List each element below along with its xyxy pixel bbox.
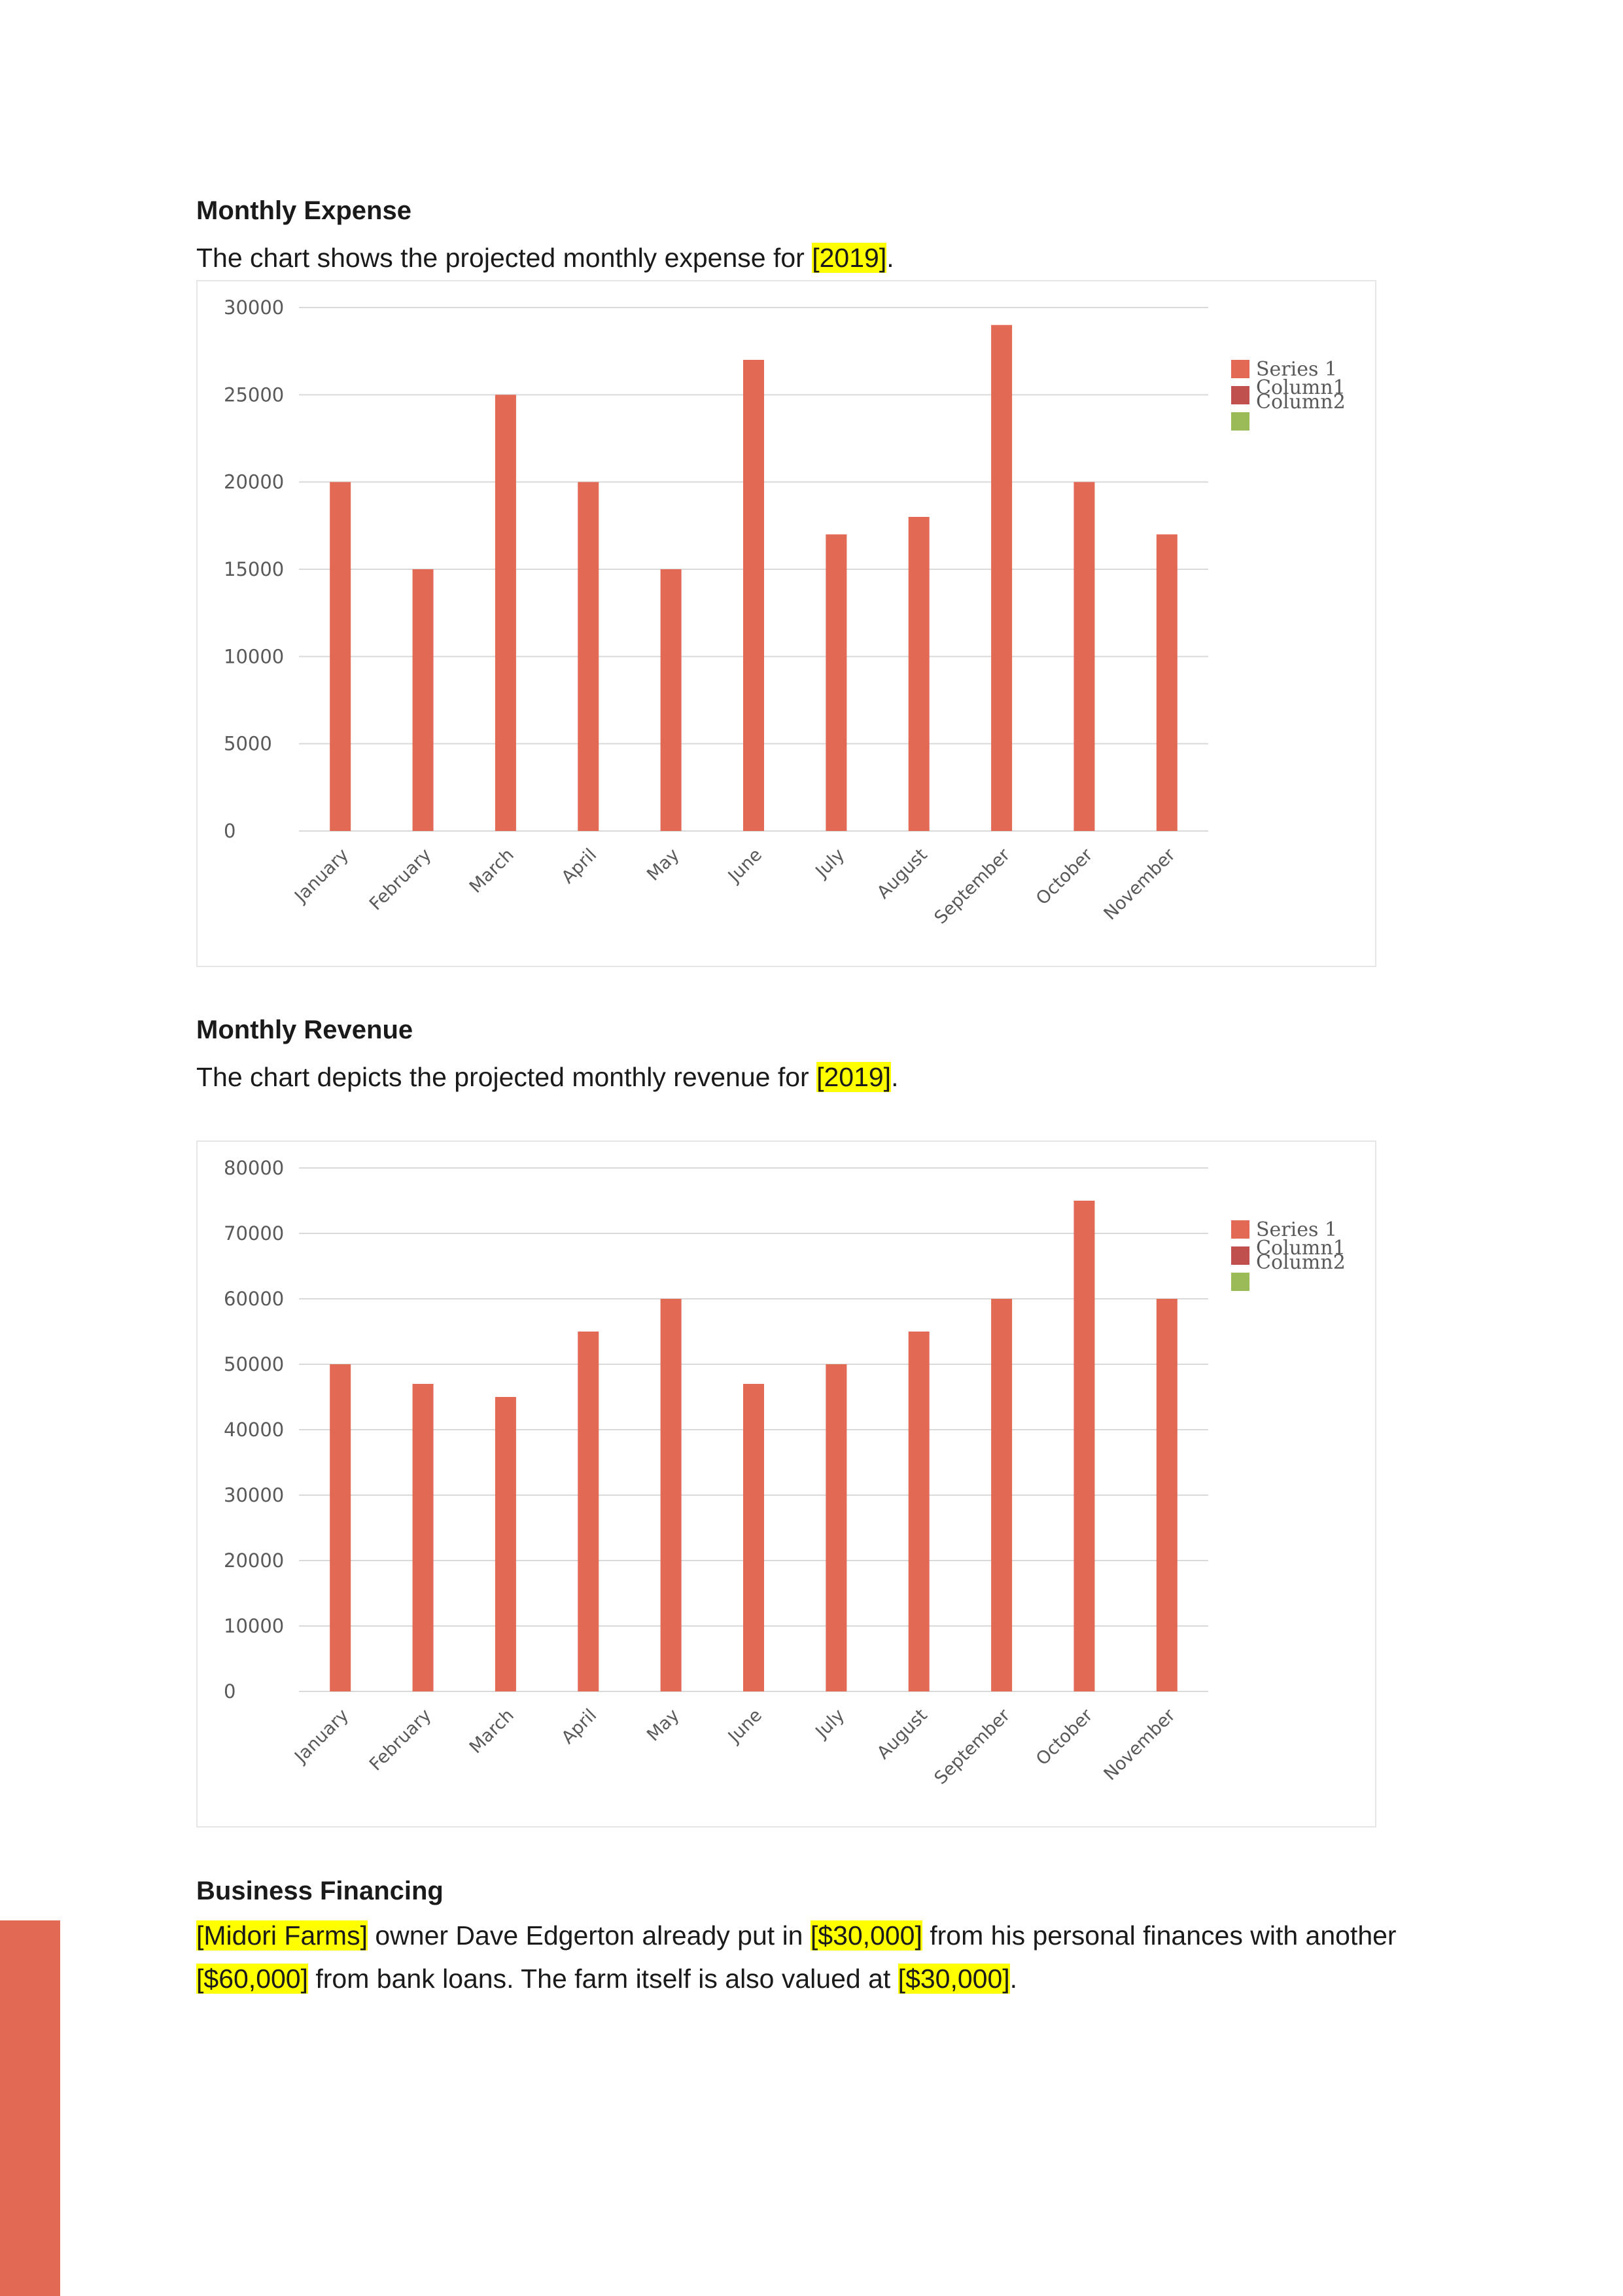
revenue-text-end: . <box>891 1062 899 1092</box>
y-tick-label: 10000 <box>224 1615 284 1637</box>
expense-text: The chart shows the projected monthly ex… <box>196 243 812 273</box>
company-name-highlight: [Midori Farms] <box>196 1920 368 1951</box>
x-tick-label: February <box>366 1705 436 1775</box>
x-tick-label: January <box>290 1705 353 1768</box>
expense-chart-svg: 0 5000 10000 15000 20000 25000 30000 January Feb… <box>224 296 1346 928</box>
bar-april <box>578 1332 599 1691</box>
financing-text: . <box>1009 1964 1018 1994</box>
y-tick-label: 10000 <box>224 645 284 667</box>
revenue-year-highlight: [2019] <box>816 1062 892 1092</box>
x-tick-label: April <box>558 1705 601 1748</box>
x-tick-label: May <box>643 845 683 885</box>
x-tick-label: October <box>1032 844 1097 909</box>
revenue-chart: 0 10000 20000 30000 40000 50000 60000 70000 8000… <box>196 1140 1376 1828</box>
bar-january <box>330 482 351 831</box>
x-tick-label: August <box>873 1705 932 1763</box>
revenue-description: The chart depicts the projected monthly … <box>196 1056 898 1098</box>
bar-february <box>412 569 434 831</box>
bar-may <box>660 1299 682 1691</box>
financing-heading: Business Financing <box>196 1877 444 1905</box>
x-tick-label: March <box>466 845 518 897</box>
personal-investment-highlight: [$30,000] <box>810 1920 922 1951</box>
y-tick-label: 70000 <box>224 1222 284 1245</box>
bar-november <box>1156 534 1178 831</box>
bar-july <box>826 1364 847 1691</box>
expense-heading: Monthly Expense <box>196 196 411 225</box>
y-tick-label: 50000 <box>224 1353 284 1375</box>
x-tick-label: January <box>290 845 353 908</box>
bank-loan-highlight: [$60,000] <box>196 1964 308 1994</box>
y-tick-label: 20000 <box>224 1549 284 1572</box>
y-tick-label: 0 <box>224 1680 236 1703</box>
bar-march <box>495 395 516 831</box>
expense-text-end: . <box>886 243 894 273</box>
legend-label: Column1 <box>1256 1237 1346 1260</box>
legend-label: Column1 <box>1256 376 1346 399</box>
y-tick-label: 5000 <box>224 733 272 755</box>
y-tick-label: 80000 <box>224 1157 284 1179</box>
x-tick-label: March <box>466 1705 518 1757</box>
bar-october <box>1073 482 1095 831</box>
y-tick-label: 40000 <box>224 1419 284 1441</box>
legend-swatch <box>1231 1246 1249 1265</box>
bar-june <box>743 360 764 831</box>
financing-text: owner Dave Edgerton already put in <box>367 1920 811 1951</box>
x-tick-label: October <box>1032 1704 1097 1769</box>
expense-description: The chart shows the projected monthly ex… <box>196 237 894 279</box>
legend-swatch <box>1231 1220 1249 1239</box>
x-tick-label: November <box>1100 844 1180 924</box>
financing-text: from bank loans. The farm itself is also… <box>308 1964 898 1994</box>
bar-august <box>908 517 930 831</box>
bar-september <box>991 325 1013 832</box>
x-tick-label: June <box>724 1705 766 1748</box>
bar-june <box>743 1384 764 1691</box>
financing-line-1: [Midori Farms] owner Dave Edgerton alrea… <box>196 1915 1397 1956</box>
y-tick-label: 0 <box>224 820 236 842</box>
bar-november <box>1156 1299 1178 1691</box>
revenue-heading: Monthly Revenue <box>196 1016 413 1044</box>
bar-march <box>495 1397 516 1691</box>
legend-swatch <box>1231 360 1249 378</box>
bar-july <box>826 534 847 831</box>
x-tick-label: November <box>1100 1704 1180 1784</box>
financing-text: from his personal finances with another <box>922 1920 1397 1951</box>
legend-swatch <box>1231 386 1249 404</box>
bar-april <box>578 482 599 831</box>
expense-year-highlight: [2019] <box>812 243 887 273</box>
y-tick-label: 20000 <box>224 471 284 493</box>
farm-value-highlight: [$30,000] <box>898 1964 1010 1994</box>
expense-chart: 0 5000 10000 15000 20000 25000 30000 January Feb… <box>196 280 1376 967</box>
x-tick-label: August <box>873 845 932 903</box>
x-tick-label: June <box>724 845 766 887</box>
legend-label: Series 1 <box>1256 358 1337 381</box>
legend-label: Column2 <box>1256 1251 1346 1274</box>
bar-august <box>908 1332 930 1691</box>
y-tick-label: 30000 <box>224 296 284 319</box>
bar-october <box>1073 1201 1095 1691</box>
y-tick-label: 30000 <box>224 1484 284 1506</box>
revenue-text: The chart depicts the projected monthly … <box>196 1062 817 1092</box>
bar-september <box>991 1299 1013 1691</box>
legend-swatch <box>1231 1273 1249 1291</box>
y-tick-label: 60000 <box>224 1288 284 1310</box>
x-tick-label: July <box>811 1705 849 1743</box>
bar-february <box>412 1384 434 1691</box>
legend-swatch <box>1231 412 1249 431</box>
x-tick-label: September <box>931 844 1015 928</box>
x-tick-label: February <box>366 845 436 915</box>
y-tick-label: 15000 <box>224 558 284 580</box>
revenue-chart-svg: 0 10000 20000 30000 40000 50000 60000 70000 8000… <box>224 1157 1346 1788</box>
financing-line-2: [$60,000] from bank loans. The farm itse… <box>196 1958 1017 2000</box>
bar-january <box>330 1364 351 1691</box>
decorative-side-bar <box>0 1920 60 2296</box>
y-tick-label: 25000 <box>224 383 284 406</box>
x-tick-label: September <box>931 1704 1015 1788</box>
x-tick-label: April <box>558 845 601 888</box>
x-tick-label: May <box>643 1705 683 1745</box>
legend-label: Column2 <box>1256 391 1346 414</box>
legend-label: Series 1 <box>1256 1218 1337 1241</box>
x-tick-label: July <box>811 845 849 883</box>
bar-may <box>660 569 682 831</box>
